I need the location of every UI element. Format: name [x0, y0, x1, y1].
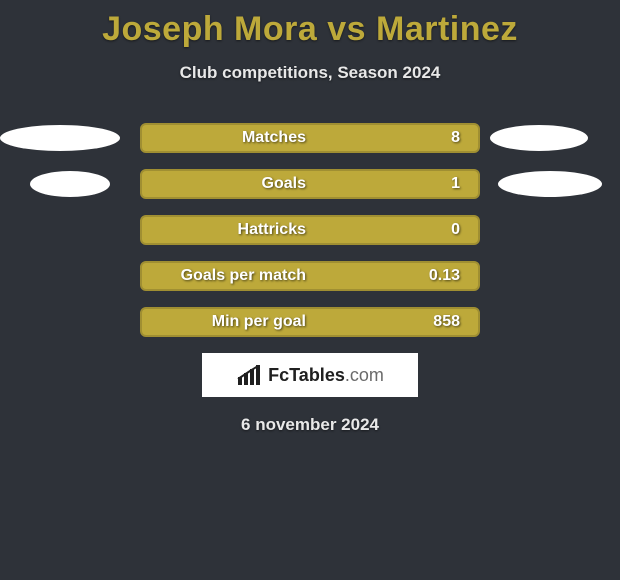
logo-text-light: .com	[345, 365, 384, 385]
stat-label: Goals	[262, 175, 306, 193]
stat-label: Min per goal	[212, 313, 306, 331]
stat-row: Matches 8	[0, 123, 620, 153]
stat-value: 1	[451, 175, 460, 193]
center-bar: Min per goal 858	[140, 307, 480, 337]
stat-value: 0	[451, 221, 460, 239]
center-bar: Matches 8	[140, 123, 480, 153]
right-ellipse	[490, 125, 588, 151]
stat-row: Goals 1	[0, 169, 620, 199]
left-ellipse	[0, 125, 120, 151]
chart-icon	[236, 363, 262, 387]
center-bar: Goals per match 0.13	[140, 261, 480, 291]
stat-row: Min per goal 858	[0, 307, 620, 337]
stat-value: 8	[451, 129, 460, 147]
stat-value: 858	[433, 313, 460, 331]
logo-text: FcTables.com	[268, 365, 384, 386]
stat-row: Goals per match 0.13	[0, 261, 620, 291]
logo-box: FcTables.com	[202, 353, 418, 397]
stats-area: Matches 8 Goals 1 Hattricks 0 Goals per match 0…	[0, 123, 620, 337]
stat-label: Hattricks	[238, 221, 306, 239]
subtitle: Club competitions, Season 2024	[0, 63, 620, 83]
page-title: Joseph Mora vs Martinez	[0, 0, 620, 49]
stat-row: Hattricks 0	[0, 215, 620, 245]
center-bar: Goals 1	[140, 169, 480, 199]
footer-date: 6 november 2024	[0, 415, 620, 435]
stat-value: 0.13	[429, 267, 460, 285]
logo-text-strong: FcTables	[268, 365, 345, 385]
right-ellipse	[498, 171, 602, 197]
left-ellipse	[30, 171, 110, 197]
stat-label: Matches	[242, 129, 306, 147]
stat-label: Goals per match	[181, 267, 306, 285]
center-bar: Hattricks 0	[140, 215, 480, 245]
